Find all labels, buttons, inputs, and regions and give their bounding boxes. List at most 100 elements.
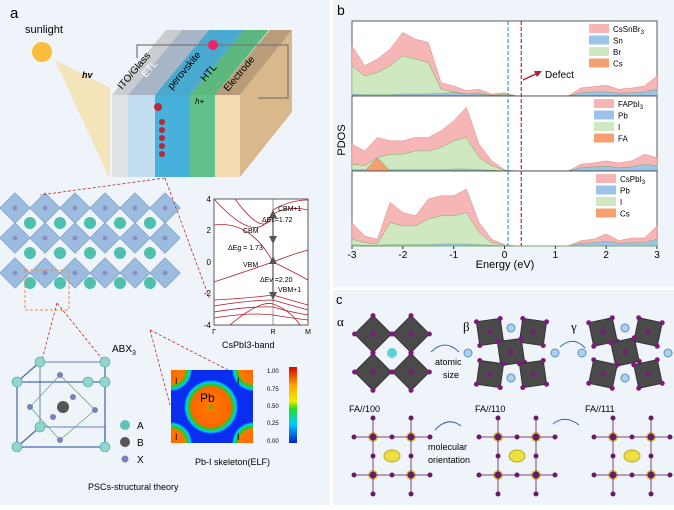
- i-atom: [476, 434, 482, 440]
- i-atom: [389, 434, 395, 440]
- phase-gamma: γ: [570, 319, 577, 334]
- legend-label: CsPbI3: [620, 175, 646, 186]
- y-axis-label: PDOS: [336, 124, 348, 155]
- sunlight-label: sunlight: [25, 24, 63, 36]
- i-atom: [369, 433, 377, 441]
- x-tick-label: -1: [449, 250, 458, 261]
- i-atom: [610, 415, 616, 421]
- pdos-CsSnBr3-B: [351, 88, 658, 97]
- i-atom: [552, 434, 558, 440]
- svg-text:ΔEg = 1.73: ΔEg = 1.73: [228, 245, 263, 252]
- svg-text:2: 2: [207, 226, 212, 235]
- legend-swatch: [596, 197, 616, 206]
- a-atom: [24, 217, 36, 229]
- pbi6-octahedron: [390, 313, 432, 355]
- a-atom: [54, 247, 66, 259]
- phase-beta: β: [463, 319, 470, 334]
- phase-alpha: α: [337, 314, 344, 329]
- svg-text:CBM: CBM: [243, 228, 259, 235]
- pbi6-octahedron: [631, 315, 665, 349]
- x-atom: [12, 205, 18, 211]
- a-cation: [577, 348, 587, 358]
- a-cation: [506, 323, 516, 333]
- legend-swatch: [594, 133, 614, 143]
- i-atom: [370, 491, 376, 497]
- i-atom: [629, 434, 635, 440]
- legend-swatch: [596, 185, 616, 195]
- svg-text:FA//110: FA//110: [475, 404, 505, 414]
- i-atom: [495, 415, 501, 421]
- legend-swatch: [594, 110, 614, 120]
- i-atom: [533, 453, 539, 459]
- legend-label: Cs: [620, 210, 630, 219]
- svg-text:VBM: VBM: [243, 262, 258, 269]
- x-atom: [102, 205, 108, 211]
- x-atom: [72, 235, 78, 241]
- band-structure-plot: [213, 198, 309, 326]
- x-atom: [162, 235, 168, 241]
- svg-text:orientation: orientation: [428, 455, 470, 465]
- legend-label: Sn: [613, 37, 623, 46]
- panel-b: b PDOS Energy (eV) -3 -2 -1 0 1 2 3 Defect CsS…: [333, 0, 674, 287]
- legend-swatch: [589, 47, 609, 56]
- load-icon: [208, 40, 218, 50]
- x-atom: [132, 235, 138, 241]
- fa-molecule: [623, 449, 641, 463]
- legend-swatch: [594, 122, 614, 131]
- svg-text:0.50: 0.50: [267, 404, 279, 410]
- band-yticks: 4 2 0 -2 -4: [204, 195, 212, 330]
- i-atom: [533, 415, 539, 421]
- i-atom: [408, 453, 414, 459]
- svg-text:M: M: [305, 329, 311, 336]
- pbi6-octahedron: [586, 357, 620, 391]
- panel-b-label: b: [337, 2, 345, 18]
- legend-swatch: [589, 35, 609, 45]
- x-atom: [42, 235, 48, 241]
- arrow-label-atomic-size: atomic size: [435, 357, 462, 380]
- fa-molecule: [508, 449, 526, 463]
- a-site-atoms: [11, 356, 111, 453]
- band-annotations: CBM+1 ΔEc=1.72 CBM ΔEg = 1.73 VBM ΔEv =2…: [228, 206, 302, 294]
- a-atom: [84, 217, 96, 229]
- i-atom: [532, 471, 540, 479]
- a-cation: [506, 373, 516, 383]
- i-atom: [408, 415, 414, 421]
- abx3-label: ABX3: [112, 344, 136, 357]
- i-atom: [407, 433, 415, 441]
- hv-label: hv: [82, 70, 93, 80]
- pdos-chart: b PDOS Energy (eV) -3 -2 -1 0 1 2 3 Defect CsS…: [336, 2, 661, 271]
- x-tick-label: 1: [553, 250, 559, 261]
- i-atom: [494, 471, 502, 479]
- b-site-atom: [57, 401, 69, 413]
- x-atom: [102, 270, 108, 276]
- arrow-label-molecular-orientation: molecular orientation: [428, 442, 470, 465]
- legend-label: FAPbI3: [618, 100, 644, 111]
- x-tick-label: -3: [348, 250, 357, 261]
- zoom-connectors: [39, 177, 229, 406]
- elf-i-labels: I I I I: [175, 376, 240, 442]
- pbi6-octahedron: [494, 335, 528, 369]
- elf-map: [171, 370, 253, 443]
- x-tick-label: 3: [654, 250, 660, 261]
- a-cation: [463, 348, 473, 358]
- svg-text:0.75: 0.75: [267, 387, 279, 393]
- svg-text:FA//111: FA//111: [585, 404, 615, 414]
- panel-a-figure: a sunlight hv ITO/Glass ETL perovskite H…: [0, 5, 311, 492]
- i-atom: [369, 471, 377, 479]
- a-atom: [54, 217, 66, 229]
- x-tick-labels: -3 -2 -1 0 1 2 3: [348, 250, 661, 261]
- svg-text:-2: -2: [204, 289, 212, 298]
- svg-text:I: I: [237, 376, 240, 386]
- legend-label: I: [618, 123, 620, 132]
- light-beam: [55, 60, 110, 180]
- elf-title: Pb-I skeleton(ELF): [195, 457, 270, 467]
- i-atom: [389, 472, 395, 478]
- x-atom: [12, 270, 18, 276]
- i-atom: [609, 433, 617, 441]
- defect-arrowhead: [534, 71, 542, 77]
- i-atom: [514, 472, 520, 478]
- svg-text:FA//100: FA//100: [349, 404, 380, 414]
- i-atom: [407, 471, 415, 479]
- x-tick-label: -2: [398, 250, 407, 261]
